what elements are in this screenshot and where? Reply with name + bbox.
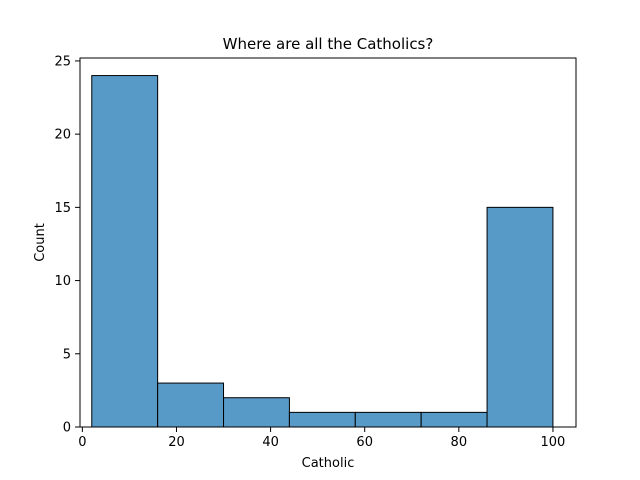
plot-frame <box>79 57 577 428</box>
y-tick-label: 0 <box>63 421 71 436</box>
histogram-bar <box>354 411 422 428</box>
x-tick-label: 60 <box>356 435 373 450</box>
y-tick-label: 15 <box>54 201 71 216</box>
x-axis-ticks: 0 20 40 60 80 100 <box>78 427 565 450</box>
x-tick-label: 0 <box>78 435 86 450</box>
y-axis-label: Count <box>33 223 48 262</box>
y-tick-label: 5 <box>63 347 71 362</box>
x-axis-label: Catholic <box>302 456 355 471</box>
histogram-bar <box>91 75 159 428</box>
y-axis-ticks: 0 5 10 15 20 25 <box>54 54 80 436</box>
histogram-bar <box>223 397 290 428</box>
x-tick-label: 40 <box>262 435 279 450</box>
y-tick-label: 20 <box>54 128 71 143</box>
x-tick-label: 20 <box>168 435 185 450</box>
histogram-bar <box>288 411 356 428</box>
y-tick-label: 25 <box>54 54 71 69</box>
x-tick-label: 80 <box>451 435 468 450</box>
histogram-bar <box>486 206 554 428</box>
y-tick-label: 10 <box>54 274 71 289</box>
histogram-bar <box>157 382 225 428</box>
chart-title: Where are all the Catholics? <box>223 35 434 53</box>
x-tick-label: 100 <box>541 435 566 450</box>
histogram-bar <box>420 411 488 428</box>
bars-group <box>91 75 554 428</box>
